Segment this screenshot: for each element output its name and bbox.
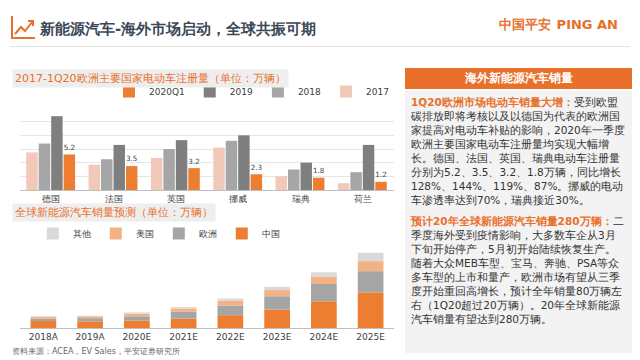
- svg-text:2024E: 2024E: [310, 332, 339, 342]
- svg-text:瑞典: 瑞典: [292, 194, 310, 204]
- html-text:中国平安 PING AN: 中国平安 PING AN: [498, 17, 618, 32]
- svg-text:全球新能源汽车销量预测（单位：万辆）: 全球新能源汽车销量预测（单位：万辆）: [15, 206, 213, 219]
- svg-text:5.2: 5.2: [64, 143, 75, 152]
- svg-text:2020Q1: 2020Q1: [149, 87, 185, 97]
- svg-text:3.2: 3.2: [188, 157, 199, 166]
- svg-text:中国: 中国: [262, 229, 280, 239]
- svg-text:2021E: 2021E: [169, 332, 198, 342]
- svg-text:1.8: 1.8: [313, 166, 325, 175]
- svg-text:美国: 美国: [136, 229, 154, 239]
- svg-text:2018: 2018: [298, 87, 321, 97]
- svg-text:2018A: 2018A: [29, 332, 59, 342]
- svg-text:2025E: 2025E: [356, 332, 385, 342]
- html-text:资料来源：ACEA，EV Sales，平安证券研究所: 资料来源：ACEA，EV Sales，平安证券研究所: [12, 347, 180, 356]
- svg-text:欧洲: 欧洲: [199, 229, 217, 239]
- svg-text:其他: 其他: [73, 229, 91, 239]
- svg-text:2020E: 2020E: [123, 332, 152, 342]
- svg-text:2.3: 2.3: [251, 163, 262, 172]
- svg-text:2019A: 2019A: [76, 332, 106, 342]
- svg-text:2017-1Q20欧洲主要国家电动车注册量（单位：万辆）: 2017-1Q20欧洲主要国家电动车注册量（单位：万辆）: [15, 72, 286, 85]
- html-text:海外新能源汽车销量: 海外新能源汽车销量: [464, 71, 573, 85]
- svg-text:2017: 2017: [366, 87, 389, 97]
- html-text:新能源汽车-海外市场启动，全球共振可期: 新能源汽车-海外市场启动，全球共振可期: [40, 20, 317, 38]
- html-text:1Q20欧洲市场电动车销量大增：受到欧盟碳排放即将考核以及以: 1Q20欧洲市场电动车销量大增：受到欧盟碳排放即将考核以及以德国为代表的欧洲国家…: [411, 96, 625, 206]
- svg-text:2022E: 2022E: [216, 332, 245, 342]
- svg-text:1.2: 1.2: [375, 170, 386, 179]
- svg-text:英国: 英国: [167, 194, 185, 204]
- svg-text:3.5: 3.5: [126, 154, 137, 163]
- svg-text:荷兰: 荷兰: [354, 194, 372, 204]
- html-text:预计20年全球新能源汽车销量280万辆：二季度海外受到疫情影: 预计20年全球新能源汽车销量280万辆：二季度海外受到疫情影响，大多数车企从3月…: [411, 215, 624, 325]
- svg-text:德国: 德国: [42, 194, 60, 204]
- svg-text:2019: 2019: [230, 87, 253, 97]
- svg-text:挪威: 挪威: [229, 194, 247, 204]
- svg-text:2023E: 2023E: [263, 332, 292, 342]
- svg-text:法国: 法国: [105, 194, 123, 204]
